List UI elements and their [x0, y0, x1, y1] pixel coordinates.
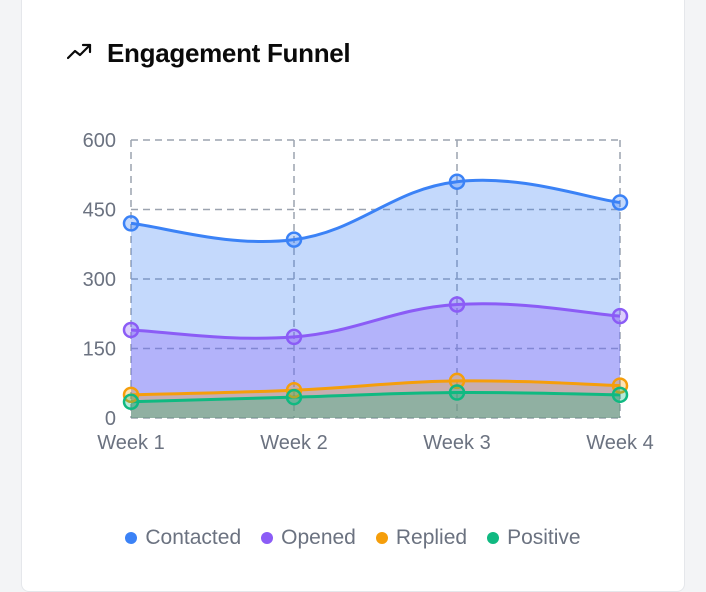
trending-up-icon [66, 41, 93, 66]
legend-dot-icon [487, 532, 500, 544]
y-tick-label: 0 [105, 408, 116, 430]
legend-dot-icon [125, 532, 138, 544]
legend-dot-icon [375, 532, 388, 544]
legend-item-opened[interactable]: Opened [261, 526, 356, 550]
point-positive [122, 393, 140, 411]
point-positive [448, 384, 466, 401]
area-contacted [131, 180, 620, 418]
y-tick-label: 300 [83, 269, 116, 291]
legend-label: Contacted [145, 526, 242, 549]
point-replied [448, 372, 466, 390]
line-replied [130, 379, 621, 397]
legend-label: Replied [395, 526, 468, 549]
legend-label: Opened [281, 526, 356, 549]
legend-item-contacted[interactable]: Contacted [125, 526, 241, 550]
point-contacted [611, 194, 629, 211]
legend-dot-icon [261, 532, 274, 544]
x-tick-label: Week 1 [97, 432, 164, 454]
point-contacted [448, 173, 466, 190]
legend-label: Positive [507, 526, 581, 549]
point-opened [285, 328, 303, 346]
card-title: Engagement Funnel [107, 38, 351, 68]
point-opened [122, 321, 140, 339]
chart-legend: Contacted Opened Replied Positive [0, 526, 706, 550]
point-positive [285, 388, 303, 406]
point-contacted [122, 215, 140, 232]
x-tick-label: Week 4 [586, 432, 653, 454]
y-tick-label: 450 [83, 200, 116, 222]
area-opened [131, 303, 620, 418]
area-replied [131, 380, 620, 418]
x-tick-label: Week 3 [423, 432, 490, 454]
line-contacted [130, 178, 621, 244]
line-positive [130, 390, 621, 404]
x-tick-label: Week 2 [260, 432, 327, 454]
line-opened [130, 302, 621, 340]
point-contacted [285, 231, 303, 248]
point-opened [611, 307, 629, 325]
card-header: Engagement Funnel [66, 38, 351, 69]
y-tick-label: 150 [83, 339, 116, 361]
point-opened [448, 296, 466, 313]
legend-item-positive[interactable]: Positive [487, 526, 581, 550]
point-positive [611, 386, 629, 404]
area-chart: 0 150 300 450 600 Week 1 Week 2 Week 3 Week 4 [83, 130, 654, 454]
legend-item-replied[interactable]: Replied [375, 526, 468, 550]
y-tick-label: 600 [83, 130, 116, 152]
